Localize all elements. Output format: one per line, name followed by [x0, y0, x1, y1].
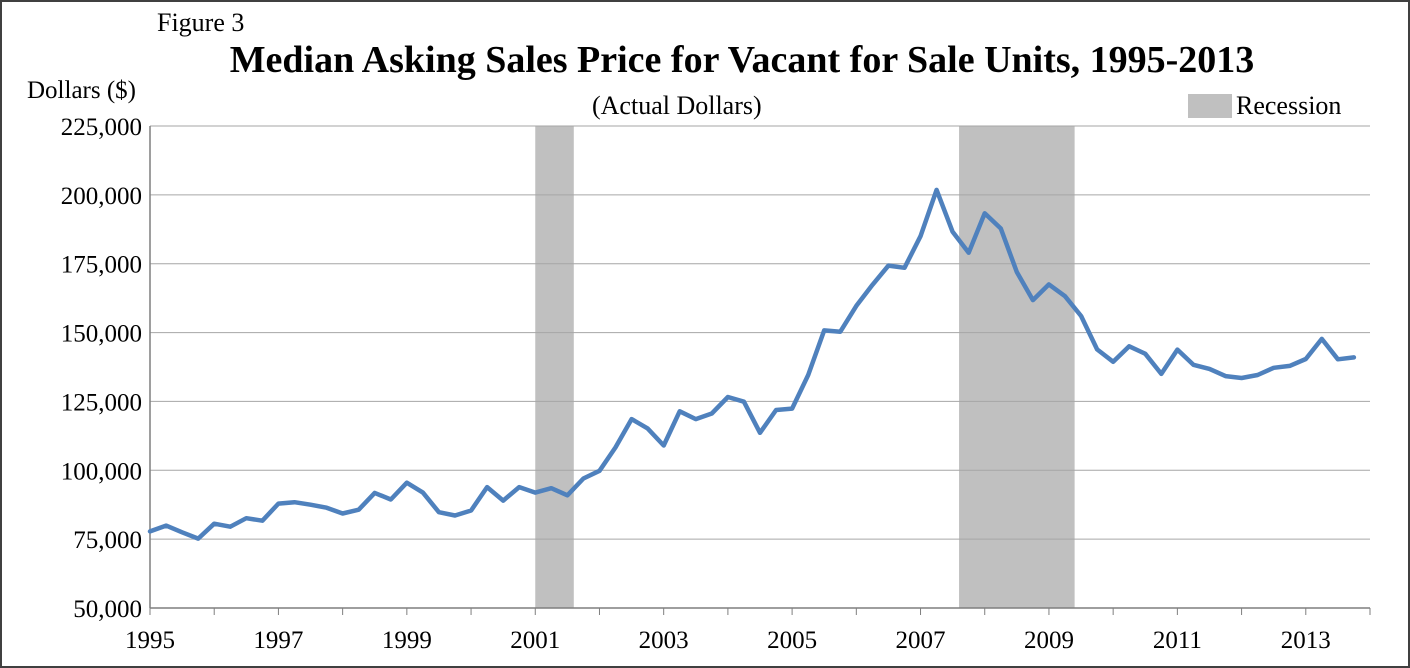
y-tick-label: 150,000 [61, 321, 142, 348]
chart-title: Median Asking Sales Price for Vacant for… [229, 39, 1255, 81]
recession-band-1 [535, 126, 574, 608]
y-tick-label: 225,000 [61, 114, 142, 141]
x-tick-label: 2011 [1153, 627, 1202, 654]
y-tick-label: 175,000 [61, 252, 142, 279]
x-tick-label: 1999 [382, 627, 432, 654]
x-tick-label: 2007 [896, 627, 946, 654]
x-tick-label: 1995 [125, 627, 175, 654]
x-tick-label: 2009 [1024, 627, 1074, 654]
y-tick-label: 200,000 [61, 183, 142, 210]
series-line-median-asking-price [147, 187, 1357, 541]
y-tick-label: 125,000 [61, 389, 142, 416]
figure-label: Figure 3 [157, 8, 245, 37]
y-tick-label: 50,000 [73, 596, 142, 623]
y-tick-label: 75,000 [73, 527, 142, 554]
y-axis-label: Dollars ($) [27, 77, 136, 104]
legend: Recession [1188, 91, 1341, 121]
y-tick-label: 100,000 [61, 458, 142, 485]
x-tick-label: 2003 [639, 627, 689, 654]
legend-label-recession: Recession [1236, 91, 1342, 120]
x-tick-label: 2005 [767, 627, 817, 654]
x-tick-label: 2001 [510, 627, 560, 654]
x-tick-label: 2013 [1281, 627, 1331, 654]
chart-subtitle: (Actual Dollars) [592, 91, 762, 120]
x-tick-label: 1997 [253, 627, 303, 654]
legend-swatch-recession [1188, 94, 1232, 118]
recession-band-2 [959, 126, 1075, 608]
